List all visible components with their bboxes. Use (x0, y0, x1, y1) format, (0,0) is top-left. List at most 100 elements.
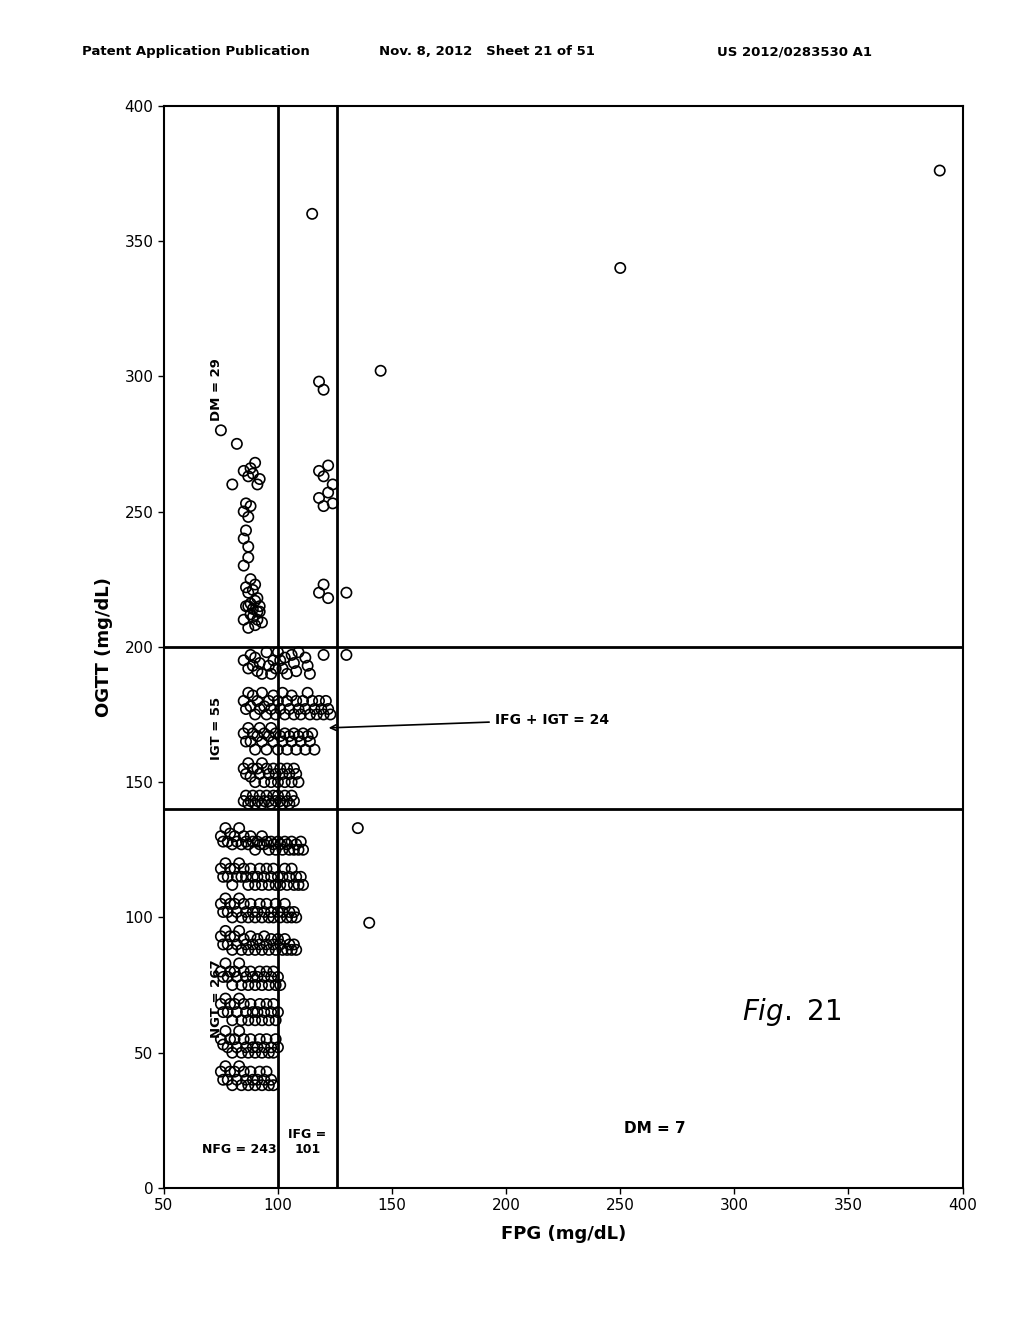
Point (224, 940, 241, 961)
Point (243, 1028, 259, 1049)
Text: NGT = 267: NGT = 267 (210, 960, 223, 1038)
Point (213, 858, 229, 879)
Point (263, 866, 280, 887)
Point (269, 832, 286, 853)
Point (226, 1028, 243, 1049)
Point (247, 1043, 263, 1064)
Point (226, 826, 243, 847)
Point (267, 874, 284, 895)
Point (249, 1069, 265, 1090)
Point (325, 474, 341, 495)
Point (254, 612, 270, 634)
Point (247, 453, 263, 474)
Point (245, 606, 261, 627)
Point (243, 925, 259, 946)
Point (272, 698, 289, 719)
Point (213, 1061, 229, 1082)
Point (240, 940, 256, 961)
Point (236, 994, 252, 1015)
Point (233, 1043, 250, 1064)
Text: $\mathit{Fig.\ 21}$: $\mathit{Fig.\ 21}$ (741, 997, 841, 1028)
Point (290, 771, 306, 792)
Text: Patent Application Publication: Patent Application Publication (82, 45, 309, 58)
Point (243, 644, 259, 665)
Point (243, 826, 259, 847)
Point (267, 940, 284, 961)
Point (265, 731, 282, 752)
Point (247, 615, 263, 636)
Point (252, 652, 268, 673)
Point (247, 1074, 263, 1096)
Point (265, 961, 282, 982)
Point (238, 832, 254, 853)
Point (240, 466, 256, 487)
Point (288, 660, 304, 681)
Text: US 2012/0283530 A1: US 2012/0283530 A1 (717, 45, 871, 58)
Point (290, 642, 306, 663)
Point (222, 1028, 239, 1049)
Point (226, 961, 243, 982)
Point (231, 888, 248, 909)
Text: NFG = 243: NFG = 243 (202, 1143, 276, 1155)
Point (261, 1043, 278, 1064)
Point (256, 771, 272, 792)
Point (263, 793, 280, 814)
Point (224, 874, 241, 895)
Point (288, 763, 304, 784)
Point (215, 1069, 231, 1090)
Point (231, 817, 248, 838)
Point (240, 974, 256, 995)
Point (236, 758, 252, 779)
Point (361, 912, 378, 933)
Point (272, 907, 289, 928)
Point (243, 731, 259, 752)
Point (284, 940, 300, 961)
Point (265, 935, 282, 956)
Point (269, 690, 286, 711)
Point (247, 590, 263, 611)
Point (254, 874, 270, 895)
Point (269, 866, 286, 887)
Point (282, 698, 298, 719)
Point (284, 731, 300, 752)
Point (284, 832, 300, 853)
Point (238, 698, 254, 719)
Point (267, 894, 284, 915)
Point (224, 974, 241, 995)
Point (213, 420, 229, 441)
Point (217, 1020, 233, 1041)
Point (213, 994, 229, 1015)
Point (304, 723, 321, 744)
Point (290, 726, 306, 747)
Point (254, 1010, 270, 1031)
Point (247, 1010, 263, 1031)
Point (243, 458, 259, 479)
Point (236, 826, 252, 847)
Point (269, 771, 286, 792)
Point (282, 793, 298, 814)
Point (258, 894, 274, 915)
Point (276, 723, 293, 744)
Point (265, 685, 282, 706)
Point (315, 466, 332, 487)
Point (236, 791, 252, 812)
Point (304, 690, 321, 711)
Point (288, 866, 304, 887)
Point (226, 894, 243, 915)
Point (302, 664, 318, 685)
Point (256, 866, 272, 887)
Point (284, 644, 300, 665)
Point (245, 785, 261, 807)
Point (932, 160, 948, 181)
Point (263, 1069, 280, 1090)
Point (258, 785, 274, 807)
Point (249, 690, 265, 711)
Point (265, 758, 282, 779)
Point (217, 888, 233, 909)
Point (217, 817, 233, 838)
Point (267, 763, 284, 784)
Point (245, 866, 261, 887)
Point (290, 840, 306, 861)
Point (272, 649, 289, 671)
Text: DM = 29: DM = 29 (210, 358, 223, 421)
